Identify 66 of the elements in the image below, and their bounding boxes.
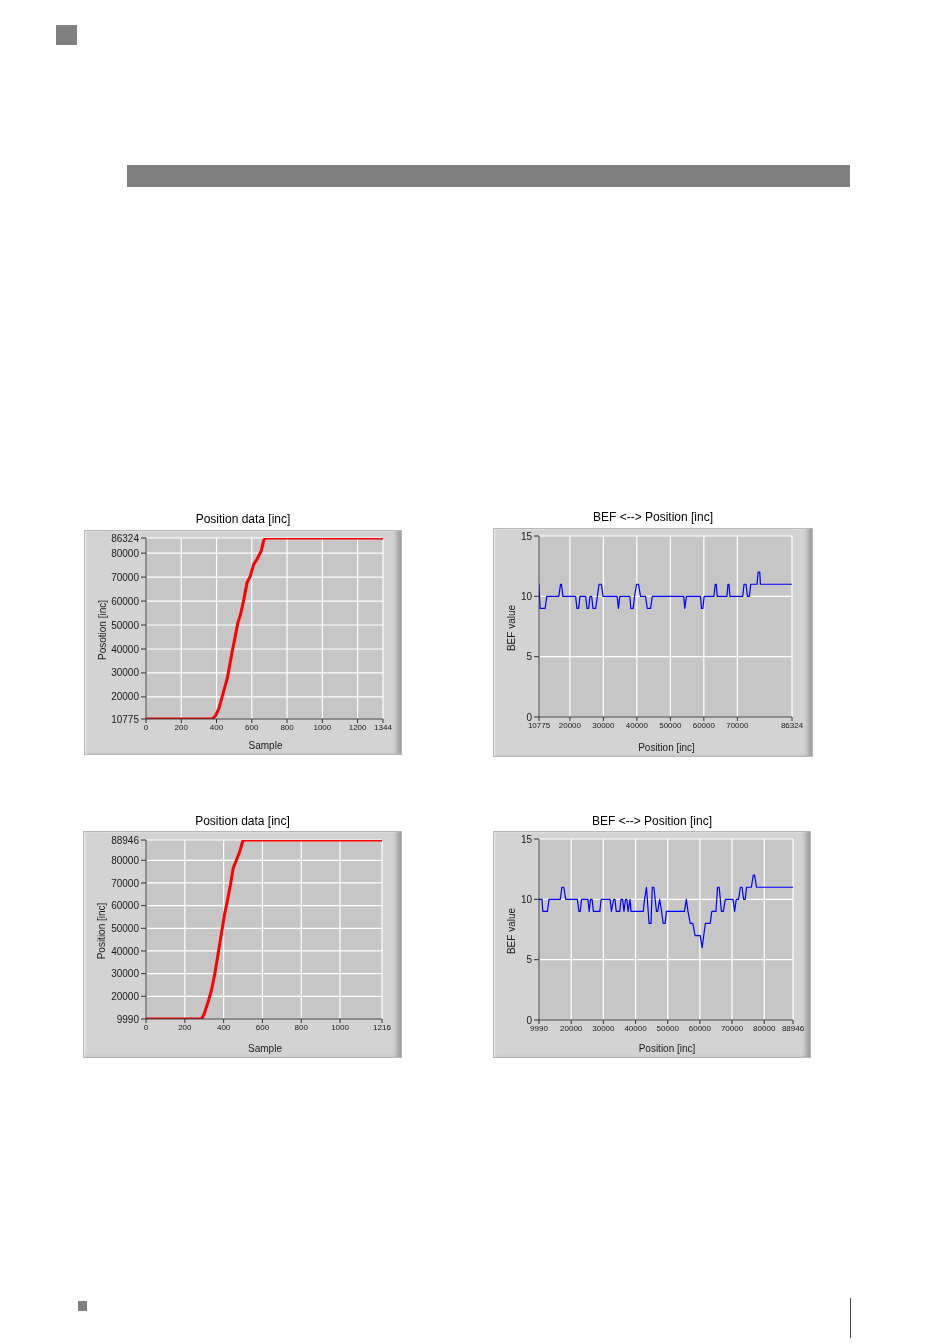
- x-tick-label: 0: [143, 722, 149, 732]
- y-tick-label: 20000: [111, 691, 140, 703]
- y-tick-label: 40000: [111, 643, 140, 655]
- y-tick-label: 50000: [111, 922, 140, 934]
- x-tick-label: 1000: [331, 1022, 350, 1032]
- y-tick-label: 60000: [111, 900, 140, 912]
- chart-title: Position data [inc]: [194, 511, 292, 528]
- x-tick-label: 1200: [348, 722, 368, 732]
- x-tick-label: 30000: [592, 720, 616, 730]
- y-tick-label: 86324: [111, 532, 140, 544]
- x-tick-label: 80000: [753, 1023, 776, 1033]
- y-tick-label: 40000: [111, 945, 140, 957]
- y-tick-label: 80000: [111, 547, 140, 559]
- y-tick-label: 5: [526, 651, 533, 663]
- x-axis-title: Sample: [248, 739, 283, 751]
- x-axis-title: Position [inc]: [638, 741, 695, 753]
- y-tick-label: 60000: [111, 595, 140, 607]
- chart-title: BEF <--> Position [inc]: [591, 509, 714, 526]
- y-axis-title: BEF value: [505, 604, 517, 651]
- x-tick-label: 60000: [688, 1023, 712, 1033]
- line-series: [539, 874, 793, 949]
- x-tick-label: 70000: [726, 720, 750, 730]
- x-tick-label: 30000: [592, 1023, 616, 1033]
- y-axis-title: Position [inc]: [95, 902, 107, 959]
- x-tick-label: 88946: [781, 1023, 805, 1033]
- line-series: [539, 571, 792, 609]
- y-tick-label: 80000: [111, 854, 140, 866]
- x-tick-label: 40000: [624, 1023, 648, 1033]
- x-tick-label: 20000: [560, 1023, 583, 1033]
- y-axis-title: Posotion [inc]: [96, 599, 108, 660]
- x-tick-label: 800: [280, 722, 295, 732]
- y-tick-label: 30000: [111, 667, 140, 679]
- y-tick-label: 15: [520, 833, 533, 845]
- y-tick-label: 30000: [111, 968, 140, 980]
- x-tick-label: 200: [178, 1022, 193, 1032]
- x-axis-title: Sample: [248, 1042, 282, 1054]
- x-tick-label: 60000: [692, 720, 716, 730]
- x-tick-label: 600: [245, 722, 260, 732]
- x-tick-label: 0: [143, 1022, 149, 1032]
- x-tick-label: 1344: [374, 722, 393, 732]
- y-tick-label: 70000: [111, 571, 140, 583]
- y-tick-label: 15: [520, 530, 533, 542]
- y-tick-label: 5: [526, 954, 533, 966]
- x-tick-label: 400: [209, 722, 224, 732]
- y-axis-title: BEF value: [505, 907, 517, 954]
- y-tick-label: 10: [520, 590, 533, 602]
- x-tick-label: 70000: [720, 1023, 744, 1033]
- y-tick-label: 88946: [111, 834, 140, 846]
- x-tick-label: 50000: [656, 1023, 680, 1033]
- y-tick-label: 50000: [111, 619, 140, 631]
- x-axis-title: Position [inc]: [638, 1042, 696, 1054]
- y-tick-label: 20000: [111, 990, 140, 1002]
- x-tick-label: 800: [294, 1022, 309, 1032]
- x-tick-label: 40000: [625, 720, 649, 730]
- x-tick-label: 1000: [313, 722, 332, 732]
- x-tick-label: 86324: [780, 720, 804, 730]
- y-tick-label: 70000: [111, 877, 140, 889]
- y-tick-label: 10: [520, 893, 533, 905]
- chart-title: Position data [inc]: [194, 813, 291, 830]
- chart-title: BEF <--> Position [inc]: [590, 813, 713, 830]
- x-tick-label: 1216: [373, 1022, 392, 1032]
- x-tick-label: 600: [255, 1022, 270, 1032]
- x-tick-label: 400: [216, 1022, 231, 1032]
- x-tick-label: 50000: [659, 720, 683, 730]
- x-tick-label: 20000: [558, 720, 582, 730]
- x-tick-label: 200: [174, 722, 189, 732]
